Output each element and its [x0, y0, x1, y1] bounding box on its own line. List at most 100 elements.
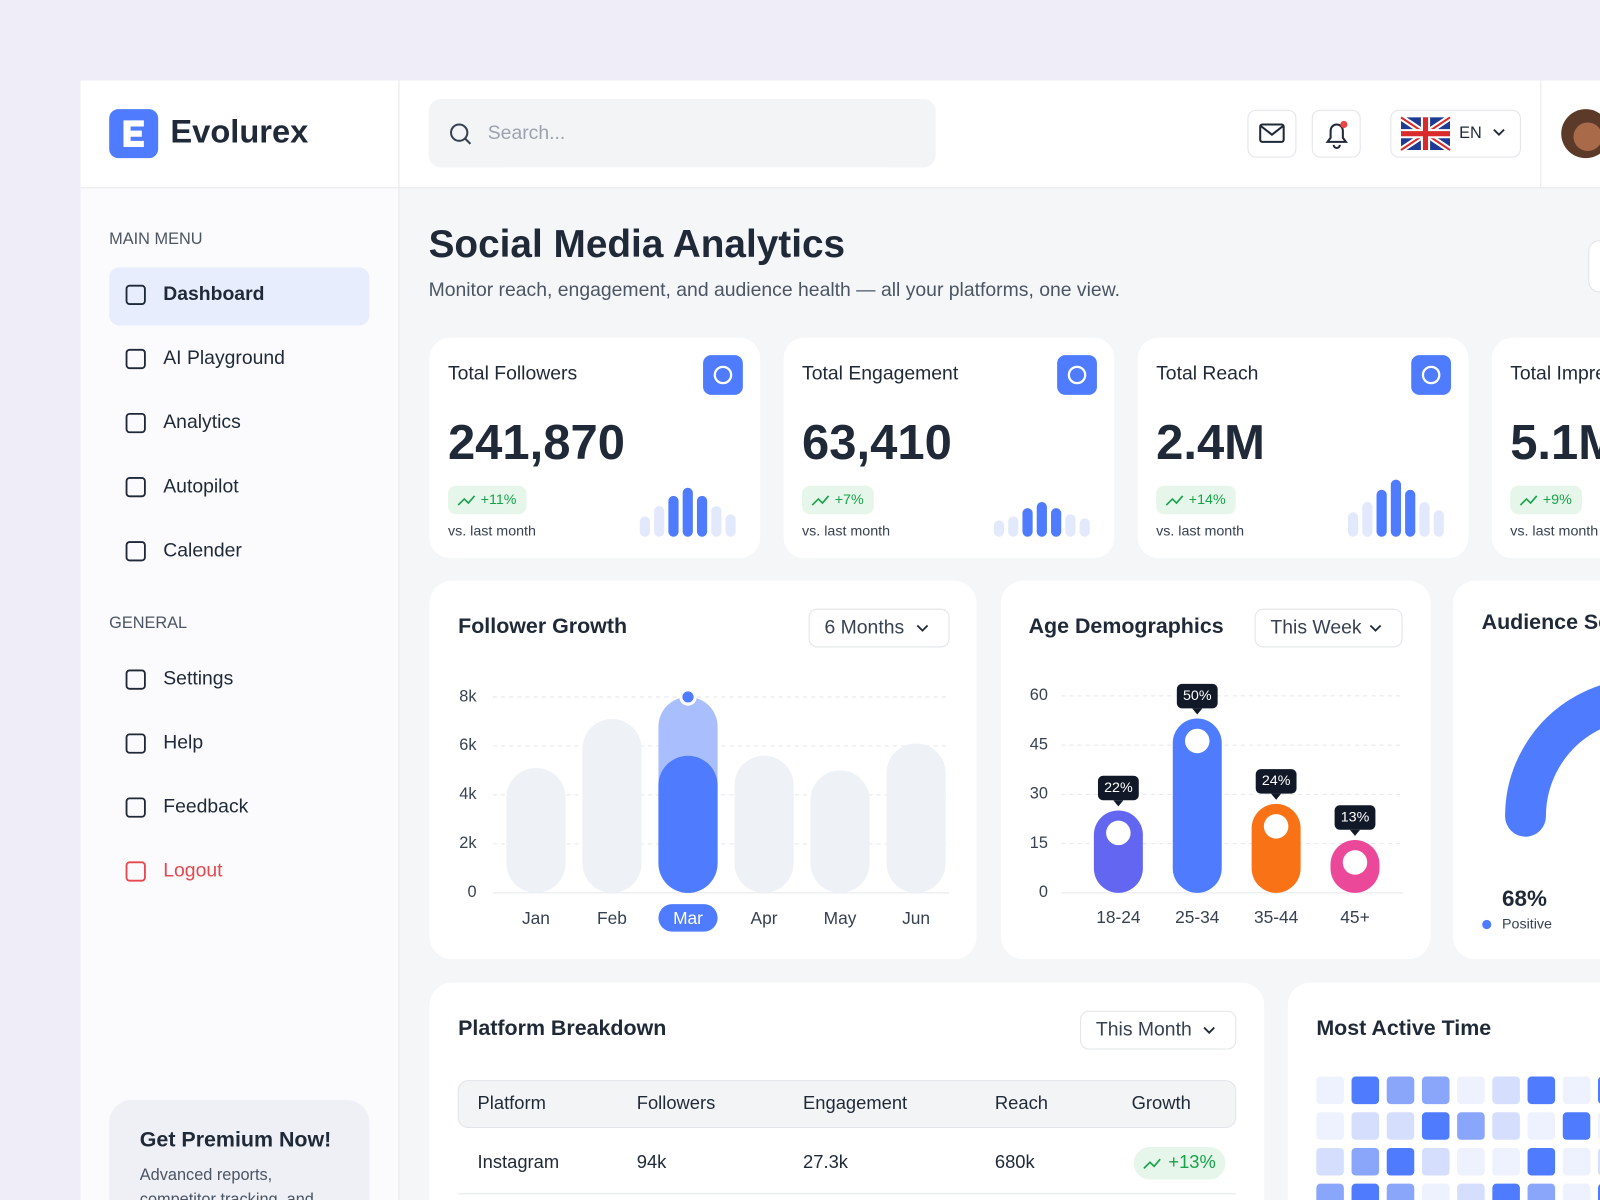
menu-item[interactable]: Calender [163, 539, 242, 561]
change-badge [1510, 485, 1583, 515]
menu-item[interactable]: Help [163, 732, 203, 754]
sparkline-bar [654, 506, 665, 537]
change-badge [1156, 485, 1236, 515]
trend-icon [1165, 495, 1184, 506]
bar-knob [1342, 850, 1368, 875]
heatmap-cell [1597, 1184, 1600, 1200]
flag-cross [1401, 117, 1450, 150]
kpi-note: vs. last month [802, 523, 890, 539]
heatmap-cell [1421, 1183, 1450, 1200]
heatmap-cell [1492, 1076, 1520, 1105]
sparkline-bar [1008, 516, 1019, 537]
menu-icon [125, 733, 146, 754]
value-label: 13% [1341, 809, 1370, 825]
value-tooltip [1097, 775, 1139, 801]
menu-item[interactable]: AI Playground [163, 347, 285, 369]
tooltip-tail [1113, 800, 1124, 807]
premium-card [109, 1100, 370, 1200]
heatmap-cell [1527, 1112, 1556, 1140]
y-tick-label: 60 [1030, 686, 1048, 704]
column-header: Growth [1132, 1092, 1191, 1113]
kpi-icon [1057, 355, 1097, 395]
notification-button[interactable] [1311, 109, 1361, 158]
kpi-title: Total Reach [1156, 363, 1258, 385]
sparkline-bar [682, 487, 693, 537]
chart-title: Age Demographics [1029, 614, 1224, 638]
kpi-value: 241,870 [448, 416, 625, 470]
page-subtitle: Monitor reach, engagement, and audience … [429, 279, 1120, 301]
table-cell: 27.3k [803, 1151, 849, 1172]
heatmap-cell [1386, 1076, 1415, 1105]
sparkline-bar [1065, 514, 1076, 537]
heatmap-cell [1351, 1147, 1380, 1176]
premium-text: competitor tracking, and [140, 1190, 314, 1200]
legend-dot [1482, 919, 1492, 930]
trend-icon [811, 495, 830, 506]
bar [1093, 810, 1143, 893]
gauge-value: 68% [1502, 886, 1547, 911]
menu-item[interactable]: Feedback [163, 796, 248, 818]
value-label: 50% [1183, 688, 1212, 704]
period-dropdown[interactable] [1080, 1010, 1237, 1050]
kpi-title: Total Impressions [1510, 363, 1600, 385]
y-tick-label: 6k [459, 736, 477, 754]
value-tooltip [1176, 683, 1218, 709]
sparkline-bar [1036, 502, 1047, 537]
menu-icon [125, 669, 146, 690]
heatmap-cell [1562, 1183, 1591, 1200]
value-label: 22% [1104, 780, 1133, 796]
sparkline-bar [1347, 512, 1359, 537]
menu-item[interactable]: Settings [163, 668, 233, 690]
menu-item[interactable]: Dashboard [163, 283, 264, 305]
period-dropdown[interactable] [1254, 608, 1403, 648]
heatmap-cell [1562, 1112, 1591, 1140]
period-dropdown[interactable] [808, 608, 950, 648]
heatmap-cell [1421, 1147, 1450, 1176]
y-tick-label: 45 [1030, 735, 1048, 753]
table-header [457, 1080, 1237, 1129]
menu-icon [125, 477, 146, 498]
column-header: Engagement [803, 1092, 907, 1113]
heatmap-cell [1597, 1148, 1600, 1175]
kpi-note: vs. last month [448, 523, 536, 539]
y-tick-label: 8k [459, 687, 477, 705]
menu-item[interactable]: Analytics [163, 411, 241, 433]
x-tick-label: 45+ [1340, 907, 1369, 927]
heatmap-cell [1316, 1076, 1344, 1105]
kpi-icon-glyph [1421, 365, 1441, 385]
menu-item-active[interactable] [109, 267, 370, 326]
search-box[interactable] [428, 98, 936, 168]
period-label: This Month [1096, 1019, 1192, 1041]
heatmap-cell [1351, 1112, 1380, 1140]
menu-item[interactable]: Autopilot [163, 475, 239, 497]
bell-icon [1325, 123, 1348, 149]
brand-name: Evolurex [170, 112, 308, 149]
action-button[interactable] [1588, 240, 1600, 293]
sparkline-bar [1419, 502, 1430, 537]
menu-icon [125, 541, 146, 562]
x-tick-label: May [824, 908, 857, 928]
sparkline-bar [725, 514, 736, 537]
heatmap-cell [1457, 1183, 1485, 1200]
heatmap-cell [1597, 1077, 1600, 1104]
section-label: MAIN MENU [109, 230, 202, 248]
trend-icon [457, 495, 476, 506]
heatmap-cell [1457, 1076, 1485, 1105]
chart-title: Follower Growth [458, 614, 627, 638]
menu-icon [125, 412, 146, 434]
bar [506, 767, 566, 893]
growth-badge [1133, 1146, 1226, 1180]
period-label: This Week [1270, 617, 1361, 639]
heatmap-cell [1316, 1183, 1344, 1200]
trend-icon [1519, 495, 1538, 506]
sparkline-bar [639, 516, 650, 537]
tooltip-tail [1349, 829, 1361, 836]
heatmap-cell [1386, 1183, 1415, 1200]
kpi-change: +7% [835, 492, 864, 508]
menu-item[interactable]: Logout [163, 860, 223, 882]
sparkline-bar [1022, 508, 1033, 537]
bar [734, 755, 794, 893]
bar-knob [1263, 814, 1289, 839]
kpi-change: +11% [481, 492, 517, 508]
